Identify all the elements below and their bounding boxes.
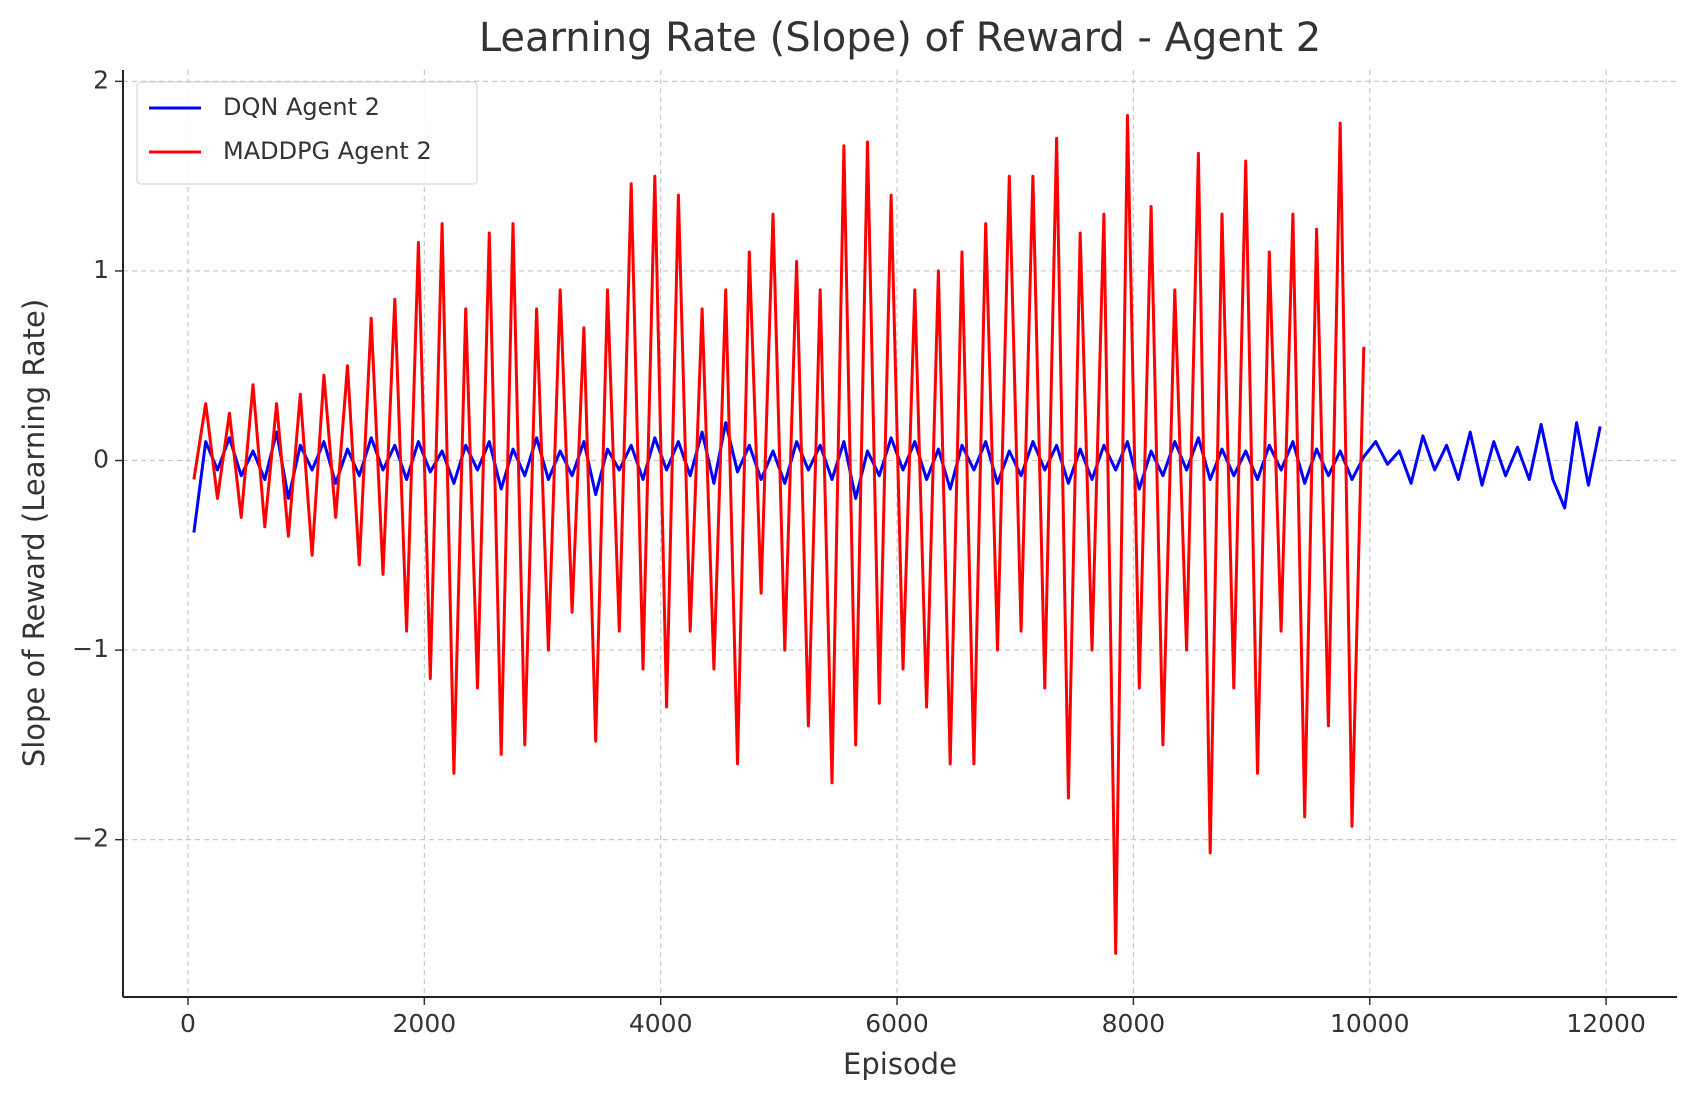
y-axis-label: Slope of Reward (Learning Rate) [17,299,51,767]
y-tick-label: 2 [93,65,109,94]
x-tick-label: 0 [180,1009,196,1038]
y-tick-label: 1 [93,255,109,284]
legend-box [136,81,478,185]
x-tick-label: 6000 [865,1009,929,1038]
legend: DQN Agent 2 MADDPG Agent 2 [136,81,478,185]
x-tick-label: 12000 [1566,1009,1646,1038]
series-line [192,114,1366,955]
y-tick-label: 0 [93,445,109,474]
x-tick-label: 2000 [393,1009,457,1038]
legend-label: DQN Agent 2 [223,93,380,121]
y-tick-label: −1 [72,634,109,663]
legend-label: MADDPG Agent 2 [223,137,432,165]
x-tick-label: 4000 [629,1009,693,1038]
y-tick-label: −2 [72,824,109,853]
x-axis-label: Episode [843,1047,957,1081]
chart-title: Learning Rate (Slope) of Reward - Agent … [479,15,1321,61]
x-tick-label: 10000 [1330,1009,1410,1038]
x-tick-label: 8000 [1102,1009,1166,1038]
